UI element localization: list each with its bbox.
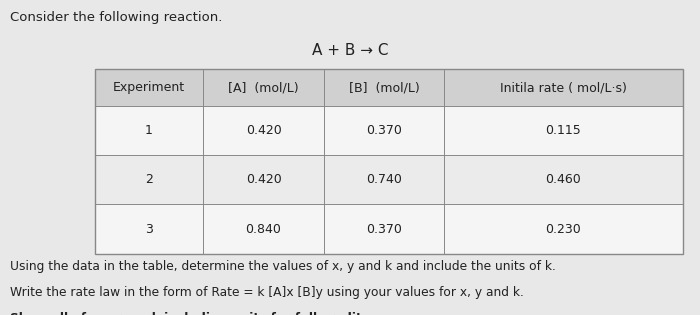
Text: Show all of your work including units for full credit.: Show all of your work including units fo… (10, 312, 367, 315)
Text: 0.460: 0.460 (545, 173, 581, 186)
Text: 0.840: 0.840 (246, 222, 281, 236)
Text: Experiment: Experiment (113, 81, 185, 94)
Text: 0.370: 0.370 (366, 222, 402, 236)
Text: 0.230: 0.230 (545, 222, 581, 236)
Text: 3: 3 (145, 222, 153, 236)
Text: A + B → C: A + B → C (312, 43, 388, 58)
Text: 0.420: 0.420 (246, 173, 281, 186)
Text: Write the rate law in the form of Rate = k [A]x [B]y using your values for x, y : Write the rate law in the form of Rate =… (10, 286, 524, 299)
Text: Consider the following reaction.: Consider the following reaction. (10, 11, 223, 24)
Text: Initila rate ( mol/L·s): Initila rate ( mol/L·s) (500, 81, 627, 94)
Text: [A]  (mol/L): [A] (mol/L) (228, 81, 299, 94)
Text: 2: 2 (145, 173, 153, 186)
Text: Using the data in the table, determine the values of x, y and k and include the : Using the data in the table, determine t… (10, 260, 556, 273)
Text: 1: 1 (145, 124, 153, 137)
Text: 0.740: 0.740 (366, 173, 402, 186)
Text: 0.115: 0.115 (545, 124, 581, 137)
Text: 0.420: 0.420 (246, 124, 281, 137)
Text: [B]  (mol/L): [B] (mol/L) (349, 81, 419, 94)
Text: 0.370: 0.370 (366, 124, 402, 137)
